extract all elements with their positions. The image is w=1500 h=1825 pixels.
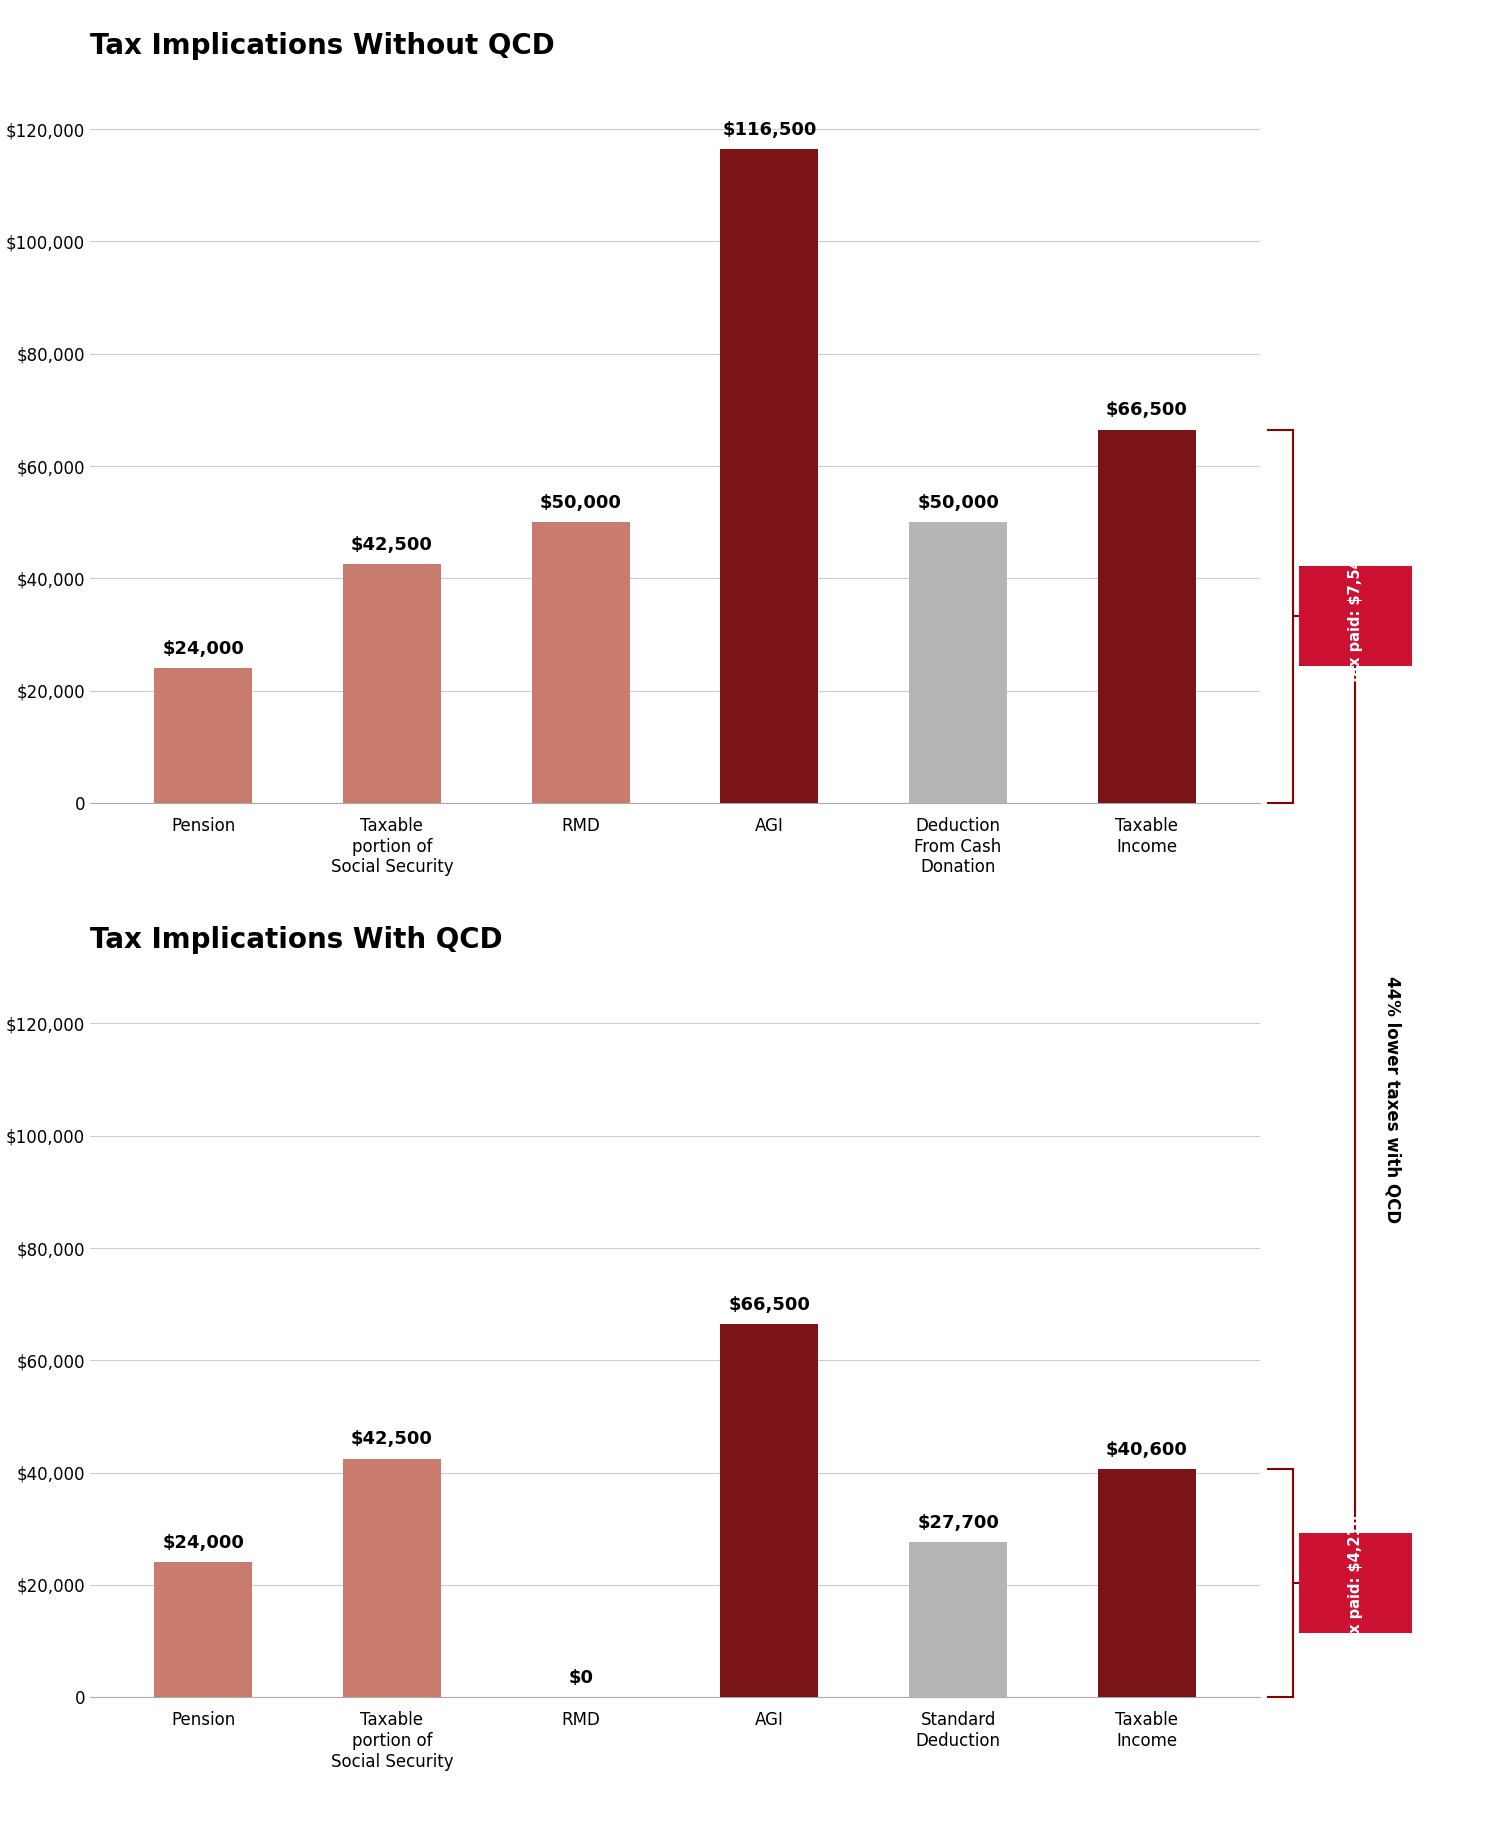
Bar [720, 150, 819, 803]
Bar [531, 522, 630, 803]
Text: $27,700: $27,700 [916, 1513, 999, 1531]
Bar [154, 668, 252, 803]
Text: Tax paid: $4,216: Tax paid: $4,216 [1348, 1515, 1364, 1652]
Bar [1098, 1469, 1196, 1697]
Text: $42,500: $42,500 [351, 1431, 433, 1449]
Bar [909, 522, 1007, 803]
Text: $66,500: $66,500 [729, 1296, 810, 1314]
Text: $116,500: $116,500 [722, 120, 816, 139]
Text: $40,600: $40,600 [1106, 1442, 1188, 1460]
Text: $66,500: $66,500 [1106, 402, 1188, 420]
Text: $42,500: $42,500 [351, 537, 433, 555]
Text: $50,000: $50,000 [540, 495, 621, 513]
Text: Tax Implications Without QCD: Tax Implications Without QCD [90, 31, 555, 60]
Text: $50,000: $50,000 [916, 495, 999, 513]
Text: $0: $0 [568, 1670, 592, 1686]
Text: Tax paid: $7,540: Tax paid: $7,540 [1348, 548, 1364, 684]
Text: 44% lower taxes with QCD: 44% lower taxes with QCD [1384, 976, 1402, 1223]
Bar [344, 1458, 441, 1697]
Text: Tax Implications With QCD: Tax Implications With QCD [90, 925, 503, 954]
Bar [1098, 429, 1196, 803]
Text: $24,000: $24,000 [162, 641, 244, 659]
Bar [720, 1323, 819, 1697]
Text: $24,000: $24,000 [162, 1535, 244, 1553]
Bar [154, 1562, 252, 1697]
Bar [344, 564, 441, 803]
Bar [909, 1542, 1007, 1697]
